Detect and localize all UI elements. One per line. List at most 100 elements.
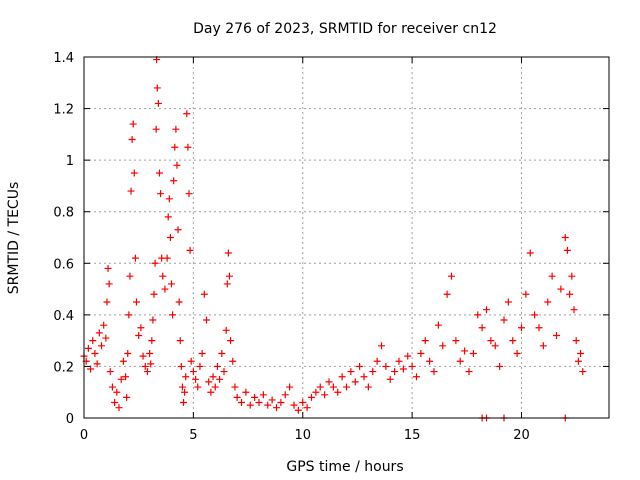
data-point	[169, 311, 177, 319]
data-point	[165, 195, 173, 203]
data-point	[103, 298, 111, 306]
data-point	[223, 280, 231, 288]
data-point	[159, 272, 167, 280]
data-point	[329, 383, 337, 391]
data-point	[171, 143, 179, 151]
data-point	[378, 342, 385, 350]
data-point	[141, 362, 149, 370]
data-point	[491, 342, 499, 350]
data-point	[557, 285, 565, 293]
data-point	[448, 272, 455, 280]
data-point	[504, 298, 512, 306]
data-point	[104, 264, 112, 272]
grid-lines	[84, 57, 609, 418]
data-point	[566, 290, 574, 298]
data-point	[187, 357, 195, 365]
data-point	[115, 404, 123, 412]
data-point	[182, 373, 190, 381]
data-point	[192, 375, 200, 383]
data-point	[539, 342, 547, 350]
data-point	[125, 311, 133, 319]
data-point	[135, 331, 143, 339]
data-point	[211, 383, 219, 391]
data-point	[164, 213, 172, 221]
data-point	[579, 368, 587, 376]
data-point	[478, 324, 486, 332]
data-point	[128, 136, 136, 144]
data-point	[143, 368, 151, 376]
data-point	[513, 350, 521, 358]
data-point	[338, 373, 346, 381]
data-point	[312, 388, 320, 396]
data-point	[207, 388, 215, 396]
chart-title: Day 276 of 2023, SRMTID for receiver cn1…	[193, 21, 497, 37]
data-point	[155, 169, 163, 177]
data-point	[544, 298, 552, 306]
data-point	[347, 368, 355, 376]
data-point	[321, 391, 329, 399]
data-point	[242, 388, 250, 396]
data-point	[194, 383, 202, 391]
data-point	[216, 375, 224, 383]
data-point	[391, 368, 399, 376]
data-point	[487, 337, 495, 345]
data-point	[456, 357, 464, 365]
data-point	[563, 246, 571, 254]
data-point	[417, 350, 425, 358]
data-point	[382, 362, 390, 370]
data-point	[259, 391, 267, 399]
data-point	[500, 316, 508, 324]
data-point	[281, 391, 289, 399]
data-point	[434, 321, 442, 329]
data-point	[461, 347, 469, 355]
data-point	[98, 342, 105, 350]
data-point	[395, 357, 403, 365]
data-point	[264, 401, 272, 409]
data-point	[200, 290, 208, 298]
data-point	[233, 393, 241, 401]
data-point	[170, 177, 178, 185]
data-point	[153, 84, 161, 92]
data-point	[364, 383, 372, 391]
y-tick-label: 0	[66, 412, 74, 427]
data-point	[119, 357, 127, 365]
data-point	[294, 406, 302, 414]
data-point	[146, 350, 154, 358]
x-tick-label: 0	[80, 428, 88, 443]
data-point	[469, 350, 477, 358]
data-point	[89, 337, 97, 345]
data-point	[535, 324, 543, 332]
data-point	[209, 373, 217, 381]
data-point	[213, 362, 221, 370]
data-point	[553, 331, 560, 339]
data-point	[299, 399, 307, 407]
data-point	[334, 388, 342, 396]
data-point	[176, 337, 184, 345]
data-point	[117, 375, 125, 383]
data-point	[343, 383, 350, 391]
y-tick-label: 0.4	[53, 309, 74, 324]
data-point	[277, 399, 285, 407]
data-point	[184, 143, 192, 151]
data-point	[224, 249, 232, 257]
data-point	[154, 99, 162, 107]
data-point	[105, 280, 113, 288]
data-point	[175, 298, 183, 306]
plot-frame	[83, 56, 610, 419]
data-point	[180, 399, 188, 407]
x-tick-label: 5	[189, 428, 197, 443]
data-point	[124, 350, 132, 358]
data-point	[122, 373, 130, 381]
data-point	[439, 342, 447, 350]
data-point	[246, 401, 254, 409]
data-point	[238, 399, 245, 407]
data-point	[399, 365, 407, 373]
data-point	[474, 311, 482, 319]
data-point	[150, 290, 158, 298]
data-point	[205, 378, 213, 386]
data-point	[137, 324, 145, 332]
data-point	[496, 362, 504, 370]
data-point	[443, 290, 451, 298]
data-point	[130, 169, 138, 177]
data-point	[325, 378, 333, 386]
